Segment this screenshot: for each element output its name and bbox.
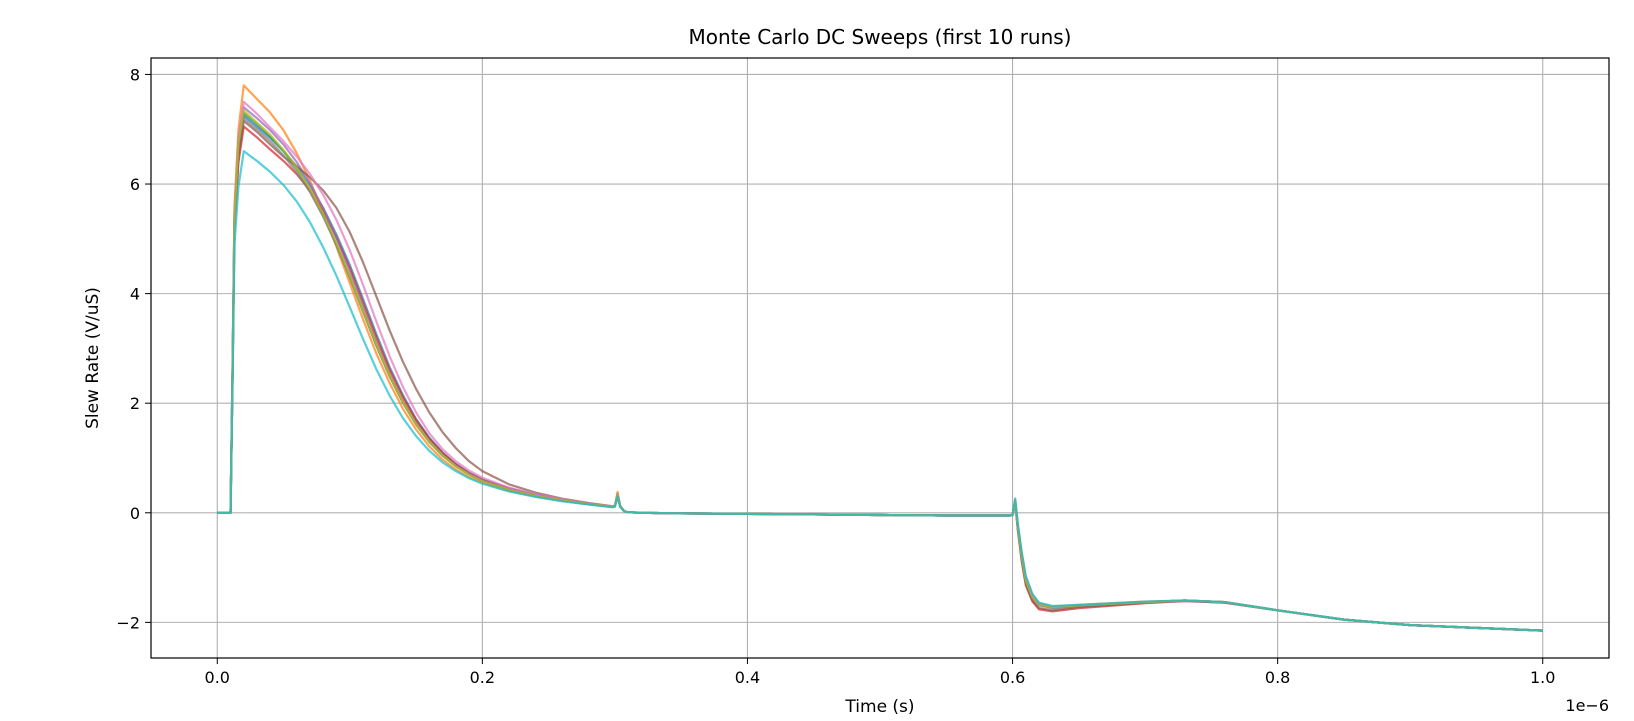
y-tick-label: −2 [116,613,140,632]
plot-frame [150,57,1610,659]
x-axis-ticks: 0.0 0.2 0.4 0.6 0.8 1.0 [205,658,1555,687]
chart-title: Monte Carlo DC Sweeps (first 10 runs) [689,25,1072,49]
y-tick-label: 4 [130,285,140,304]
y-tick-label: 8 [130,65,140,84]
series-line-run-10 [217,150,1543,632]
y-axis-ticks: −2 0 2 4 6 8 [116,65,151,632]
x-tick-label: 0.0 [205,668,230,687]
y-tick-label: 2 [130,394,140,413]
y-tick-label: 0 [130,504,140,523]
x-tick-label: 0.2 [470,668,495,687]
x-offset-text: 1e−6 [1565,696,1609,715]
x-axis-label: Time (s) [844,697,914,717]
x-tick-label: 0.4 [735,668,760,687]
x-tick-label: 0.8 [1265,668,1290,687]
y-tick-label: 6 [130,175,140,194]
x-tick-label: 0.6 [1000,668,1025,687]
y-axis-label: Slew Rate (V/uS) [83,287,103,429]
series-lines [217,84,1543,632]
x-tick-label: 1.0 [1530,668,1555,687]
